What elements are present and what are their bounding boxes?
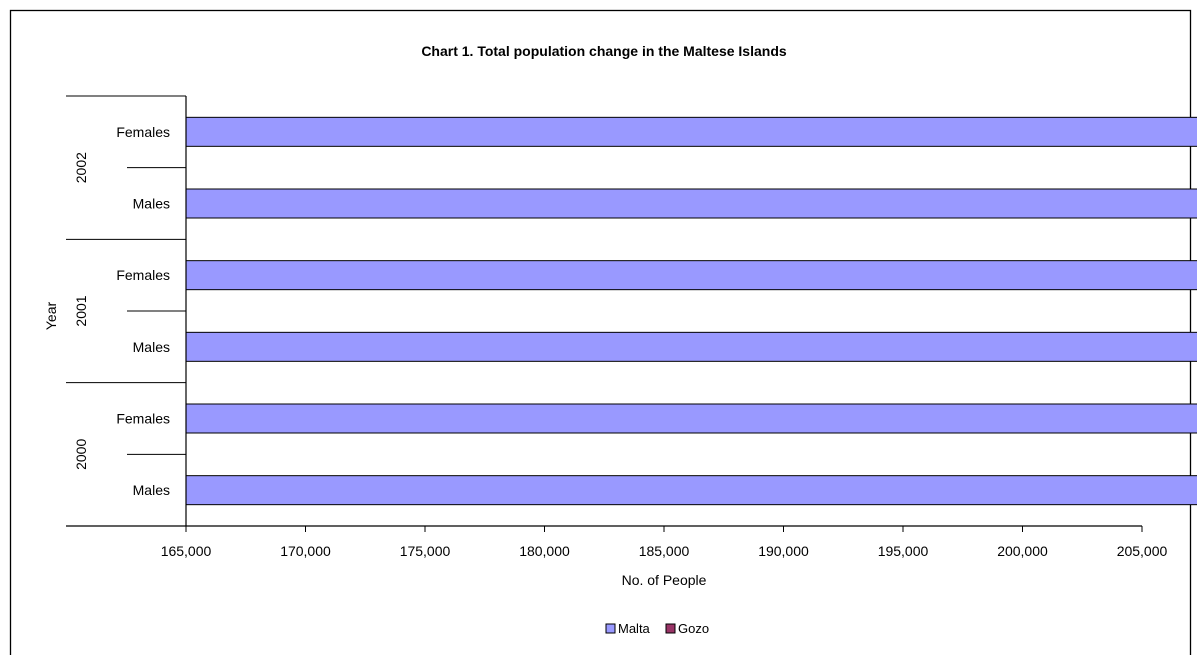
y-category-label: Males — [133, 196, 170, 212]
legend-swatch-gozo — [665, 623, 676, 634]
bar-malta-0 — [185, 475, 1197, 506]
y-group-label: 2002 — [73, 152, 89, 183]
x-tick-label: 200,000 — [997, 543, 1048, 559]
x-tick-label: 170,000 — [280, 543, 331, 559]
bar-malta-4 — [185, 188, 1197, 219]
x-tick-label: 205,000 — [1117, 543, 1168, 559]
y-category-label: Males — [133, 339, 170, 355]
y-category-label: Males — [133, 482, 170, 498]
bar-malta-3 — [185, 260, 1197, 291]
bar-malta-5 — [185, 116, 1197, 147]
chart-title: Chart 1. Total population change in the … — [421, 43, 787, 59]
y-group-label: 2000 — [73, 439, 89, 470]
x-tick-label: 180,000 — [519, 543, 570, 559]
x-tick-label: 195,000 — [878, 543, 929, 559]
y-category-label: Females — [116, 411, 170, 427]
x-tick-label: 165,000 — [161, 543, 212, 559]
y-category-label: Females — [116, 267, 170, 283]
y-group-label: 2001 — [73, 295, 89, 326]
y-axis-title: Year — [43, 302, 59, 331]
x-tick-label: 185,000 — [639, 543, 690, 559]
legend-swatch-malta — [605, 623, 616, 634]
y-category-label: Females — [116, 124, 170, 140]
bar-malta-1 — [185, 403, 1197, 434]
x-axis-title: No. of People — [622, 572, 707, 588]
bar-malta-2 — [185, 331, 1197, 362]
plot-area: 165,000 170,000 175,000 180,000 185,000 190,0… — [66, 95, 1197, 559]
x-tick-label: 175,000 — [400, 543, 451, 559]
legend-label-gozo: Gozo — [678, 621, 709, 636]
legend-label-malta: Malta — [618, 621, 651, 636]
legend: Malta Gozo — [605, 621, 709, 636]
x-tick-label: 190,000 — [758, 543, 809, 559]
